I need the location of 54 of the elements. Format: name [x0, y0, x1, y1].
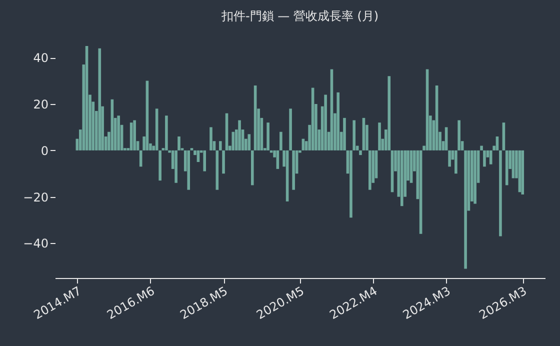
- bar: [174, 150, 178, 183]
- bar: [454, 150, 458, 174]
- bar: [489, 150, 492, 164]
- bar: [165, 116, 168, 150]
- bar: [350, 150, 352, 218]
- y-tick-label: 0: [40, 144, 48, 158]
- bar: [400, 150, 404, 206]
- bar: [248, 134, 251, 150]
- bar: [178, 136, 180, 150]
- bar: [187, 150, 190, 190]
- bar: [117, 116, 120, 150]
- bar: [499, 150, 502, 236]
- bar: [352, 120, 356, 150]
- bar: [324, 94, 327, 150]
- y-tick-label: 20: [33, 98, 48, 112]
- bar: [158, 150, 162, 181]
- bar: [448, 150, 451, 167]
- bar: [496, 136, 499, 150]
- bar: [232, 132, 235, 150]
- bar: [222, 150, 225, 174]
- bar: [464, 150, 467, 269]
- bar: [130, 122, 133, 150]
- bar: [216, 150, 219, 190]
- bar: [218, 141, 222, 150]
- bar: [330, 69, 334, 150]
- bar: [98, 48, 102, 150]
- bar: [388, 76, 391, 150]
- bar: [133, 120, 136, 150]
- bar: [480, 146, 483, 150]
- y-tick-label: −40: [23, 236, 48, 251]
- bar: [368, 150, 372, 190]
- bar: [502, 122, 506, 150]
- bar: [426, 69, 429, 150]
- bar: [359, 150, 362, 156]
- bar: [155, 108, 158, 150]
- bar: [444, 127, 448, 150]
- chart-title: 扣件-門鎖 — 營收成長率 (月): [220, 9, 379, 23]
- y-tick-label: 40: [33, 51, 48, 66]
- bar: [238, 120, 241, 150]
- bar: [266, 122, 270, 150]
- bar: [521, 150, 524, 194]
- bar: [289, 108, 292, 150]
- bar: [292, 150, 295, 190]
- bar: [336, 92, 340, 150]
- bar: [378, 122, 381, 150]
- bar: [458, 120, 460, 150]
- bar: [343, 118, 346, 150]
- bar: [280, 132, 282, 150]
- bar: [203, 150, 206, 172]
- bar: [210, 127, 212, 150]
- y-tick-label: −20: [23, 190, 48, 204]
- bar: [483, 150, 486, 167]
- bar: [474, 150, 476, 204]
- bar: [250, 150, 254, 186]
